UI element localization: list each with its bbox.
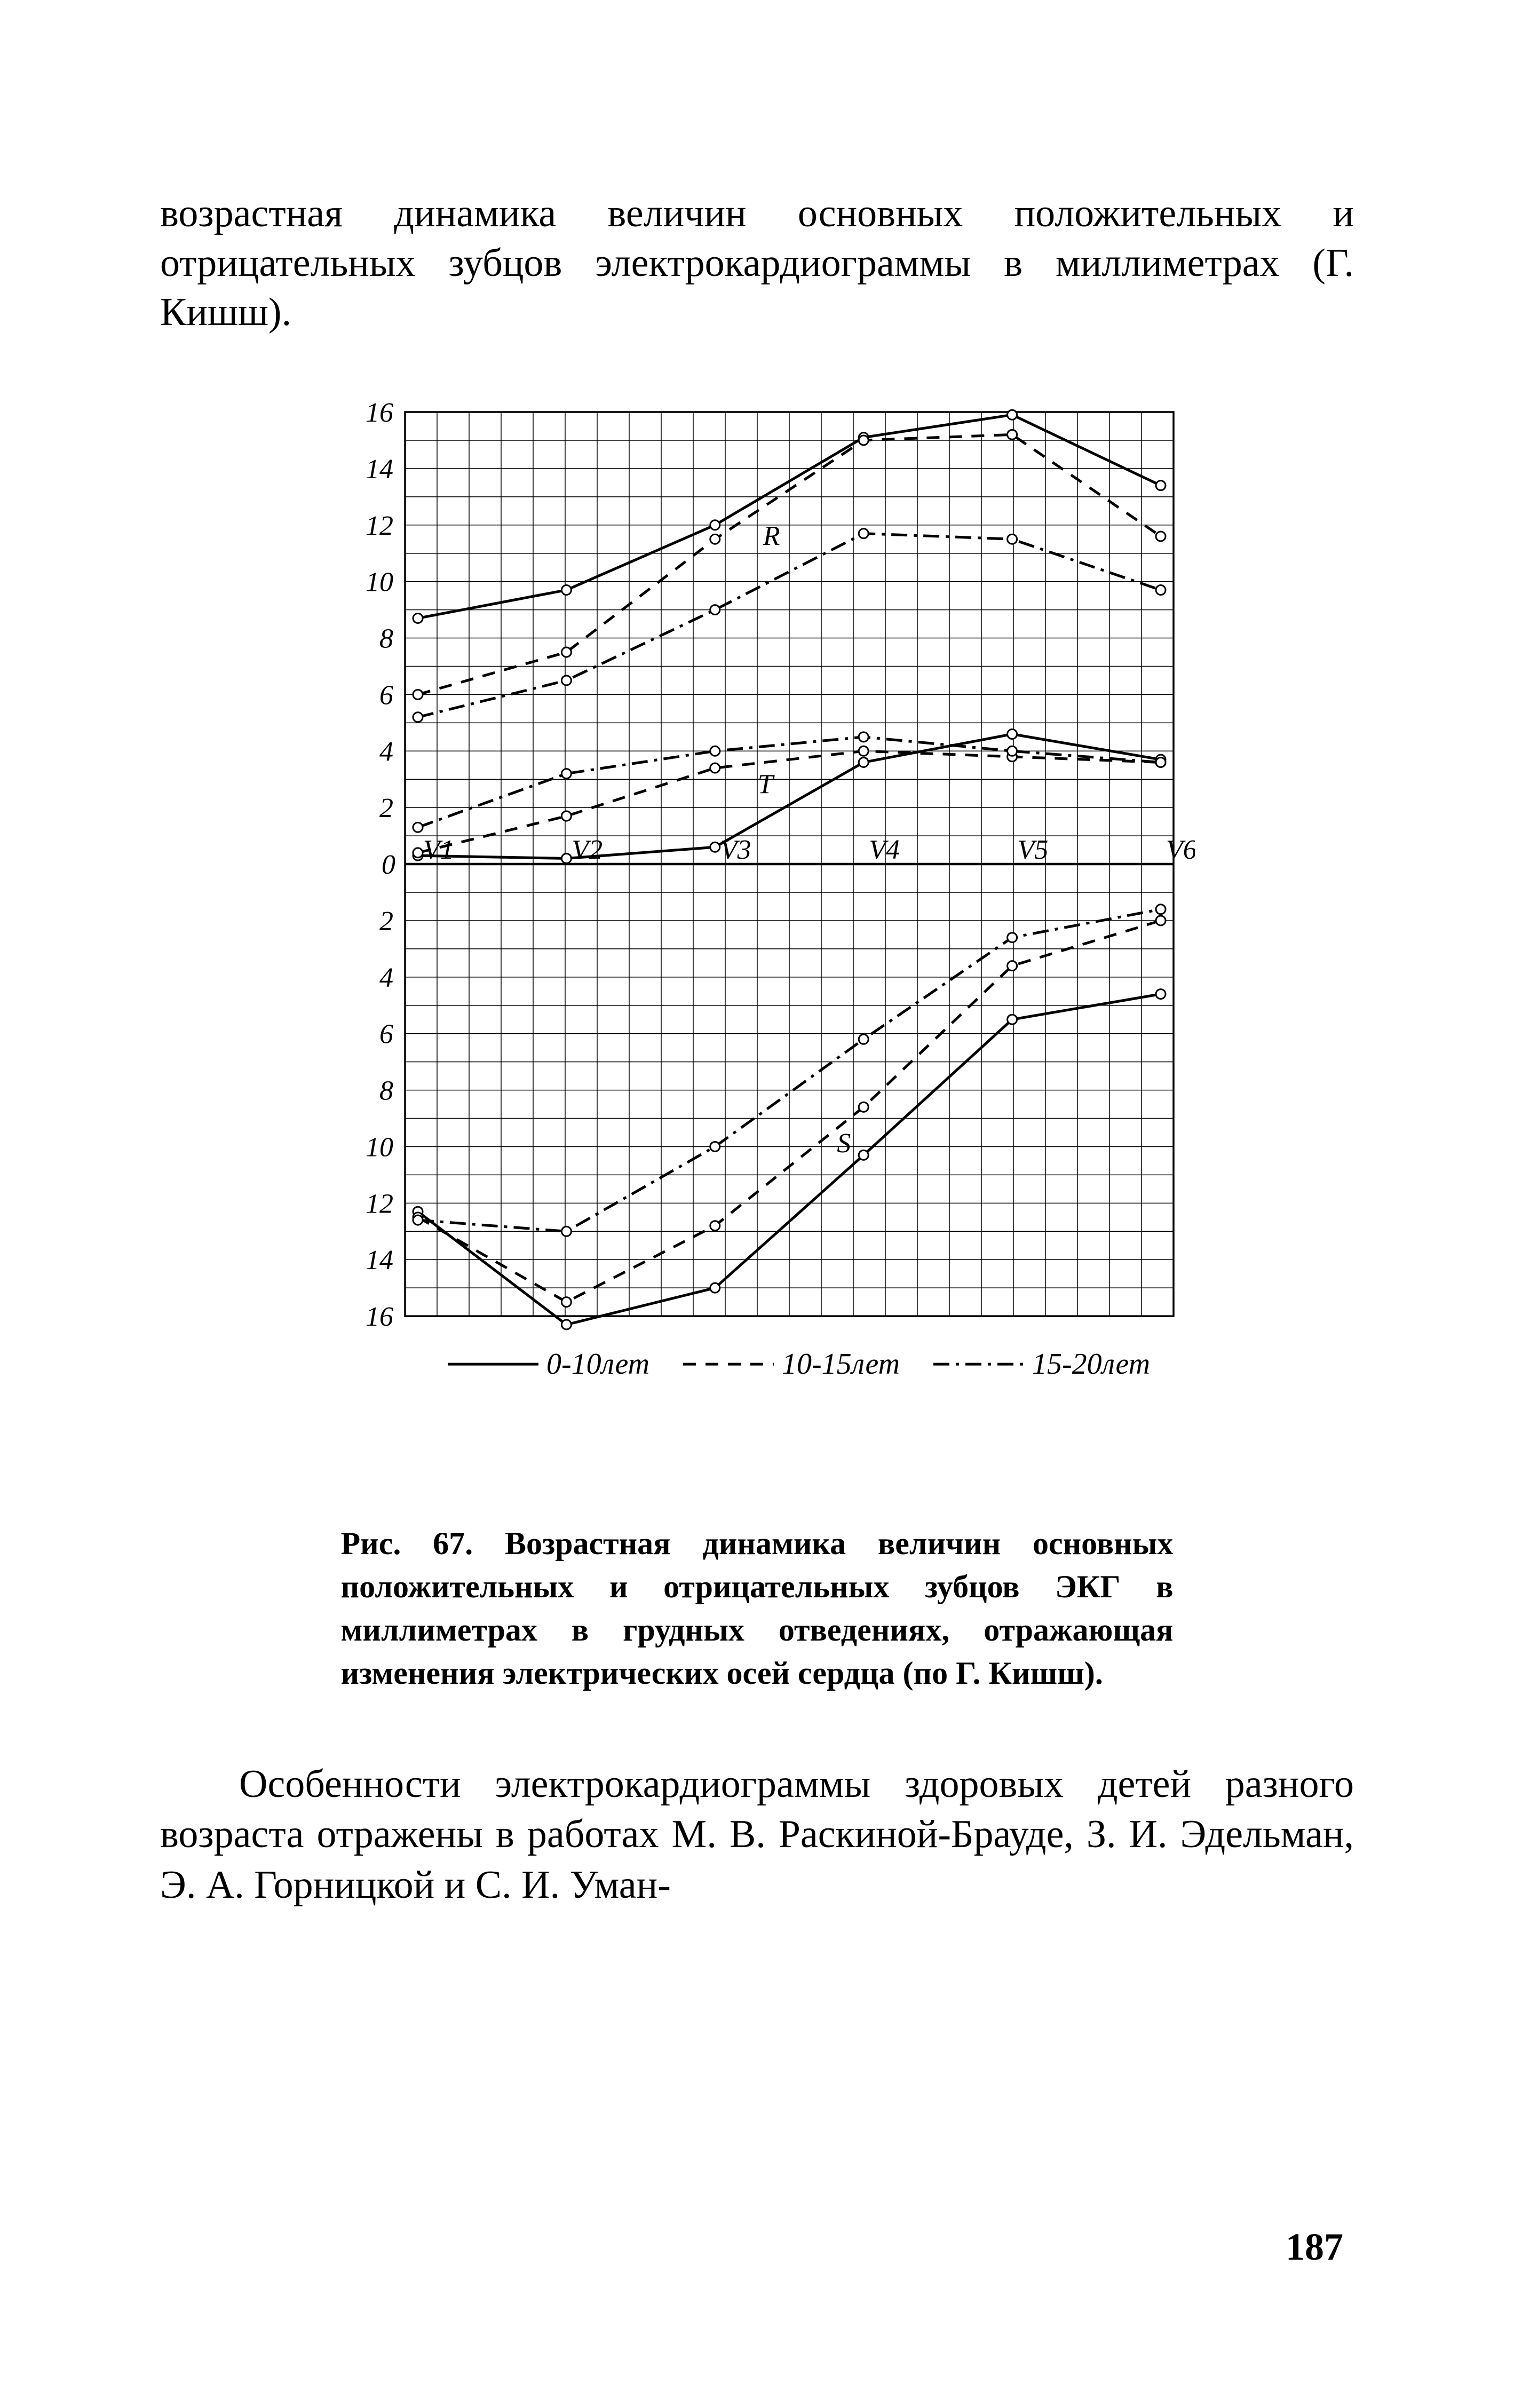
page-number: 187 — [1286, 2225, 1343, 2269]
svg-text:12: 12 — [366, 1189, 393, 1219]
svg-text:2: 2 — [379, 793, 393, 823]
svg-text:S: S — [837, 1128, 851, 1159]
svg-text:2: 2 — [379, 906, 393, 936]
svg-text:14: 14 — [366, 454, 393, 484]
svg-text:6: 6 — [379, 680, 393, 710]
svg-text:16: 16 — [366, 398, 393, 428]
svg-text:V6: V6 — [1166, 835, 1195, 865]
intro-paragraph: возрастная динамика величин основных пол… — [160, 189, 1354, 337]
svg-text:R: R — [762, 520, 780, 551]
svg-text:V4: V4 — [869, 835, 900, 865]
svg-text:4: 4 — [379, 962, 393, 993]
svg-text:V3: V3 — [720, 835, 751, 865]
chart-container: 0246810121416246810121416V1V2V3V4V5V6RTS… — [160, 369, 1354, 1501]
svg-text:10: 10 — [366, 567, 393, 597]
ecg-age-dynamics-chart: 0246810121416246810121416V1V2V3V4V5V6RTS… — [320, 369, 1195, 1501]
svg-text:T: T — [757, 769, 774, 799]
svg-text:0-10лет: 0-10лет — [546, 1348, 649, 1381]
svg-text:8: 8 — [379, 623, 393, 654]
svg-text:0: 0 — [382, 850, 395, 880]
svg-text:15-20лет: 15-20лет — [1032, 1348, 1150, 1381]
page: возрастная динамика величин основных пол… — [0, 0, 1514, 2408]
svg-text:16: 16 — [366, 1302, 393, 1332]
svg-text:4: 4 — [379, 736, 393, 767]
svg-text:V2: V2 — [572, 835, 603, 865]
svg-text:10: 10 — [366, 1132, 393, 1162]
svg-text:V5: V5 — [1017, 835, 1048, 865]
svg-text:10-15лет: 10-15лет — [782, 1348, 900, 1381]
svg-text:12: 12 — [366, 510, 393, 541]
figure-caption: Рис. 67. Возрастная динамика величин осн… — [341, 1522, 1174, 1695]
body-paragraph: Особенности электрокардиограммы здоровых… — [160, 1759, 1354, 1911]
svg-text:8: 8 — [379, 1075, 393, 1106]
svg-text:6: 6 — [379, 1019, 393, 1049]
svg-text:14: 14 — [366, 1245, 393, 1276]
